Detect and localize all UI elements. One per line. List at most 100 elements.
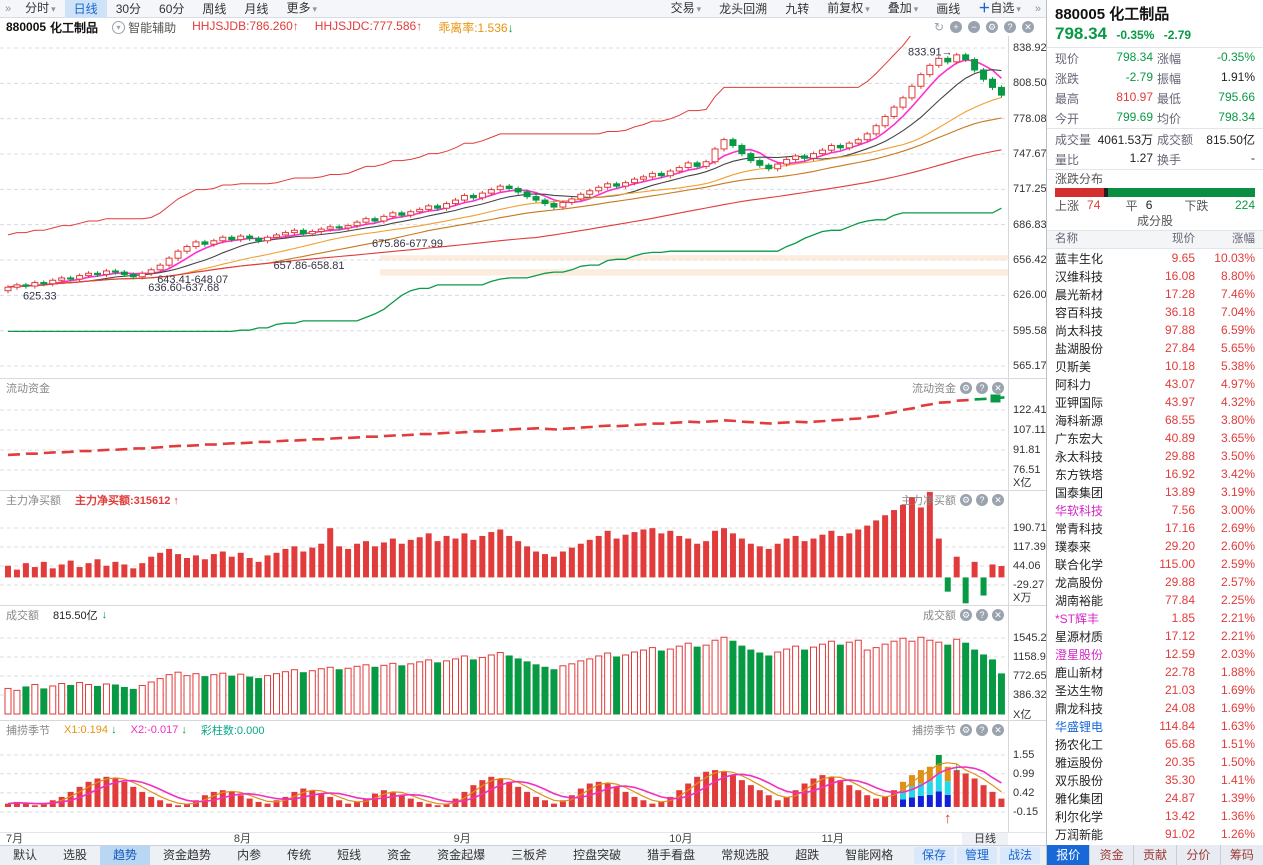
constituent-row[interactable]: 圣达生物 21.03 1.69% (1047, 681, 1263, 699)
strategy-tab-智能网格[interactable]: 智能网格 (845, 848, 894, 862)
strategy-tab-资金趋势[interactable]: 资金趋势 (163, 848, 212, 862)
strategy-tab-常规选股[interactable]: 常规选股 (721, 848, 770, 862)
constituent-row[interactable]: 容百科技 36.18 7.04% (1047, 303, 1263, 321)
strategy-tab-超跌[interactable]: 超跌 (795, 848, 820, 862)
战法-button[interactable]: 战法 (999, 847, 1040, 864)
constituent-row[interactable]: 常青科技 17.16 2.69% (1047, 519, 1263, 537)
help-icon[interactable]: ? (976, 609, 988, 621)
constituent-row[interactable]: 利尔化学 13.42 1.36% (1047, 807, 1263, 825)
help-icon[interactable]: ? (1004, 21, 1016, 33)
constituent-row[interactable]: 阿科力 43.07 4.97% (1047, 375, 1263, 393)
constituent-row[interactable]: 鼎龙科技 24.08 1.69% (1047, 699, 1263, 717)
smart-assist-dropdown[interactable]: ▾ 智能辅助 (112, 19, 176, 36)
minus-icon[interactable]: − (968, 21, 980, 33)
strategy-tab-资金起爆[interactable]: 资金起爆 (437, 848, 486, 862)
constituent-row[interactable]: 万润新能 91.02 1.26% (1047, 825, 1263, 843)
season-chart-canvas[interactable]: ↑↓ (0, 720, 1008, 832)
period-tab-更多[interactable]: 更多 ▾ (286, 1, 317, 15)
help-icon[interactable]: ? (976, 724, 988, 736)
constituent-row[interactable]: 华软科技 7.56 3.00% (1047, 501, 1263, 519)
tool-tab-九转[interactable]: 九转 (785, 1, 810, 16)
constituent-row[interactable]: 蓝丰生化 9.65 10.03% (1047, 249, 1263, 267)
strategy-tab-传统[interactable]: 传统 (287, 848, 312, 862)
period-label[interactable]: 日线 (962, 833, 1008, 846)
quote-tab-资金[interactable]: 资金 (1089, 845, 1133, 865)
help-icon[interactable]: ? (976, 494, 988, 506)
constituent-row[interactable]: 雅化集团 24.87 1.39% (1047, 789, 1263, 807)
gear-icon[interactable]: ⚙ (960, 382, 972, 394)
strategy-tab-默认[interactable]: 默认 (13, 848, 38, 862)
gear-icon[interactable]: ⚙ (986, 21, 998, 33)
constituent-row[interactable]: 尚太科技 97.88 6.59% (1047, 321, 1263, 339)
strategy-tab-短线[interactable]: 短线 (337, 848, 362, 862)
constituent-row[interactable]: 永太科技 29.88 3.50% (1047, 447, 1263, 465)
plus-icon[interactable]: + (950, 21, 962, 33)
constituent-row[interactable]: 扬农化工 65.68 1.51% (1047, 735, 1263, 753)
constituents-title: 成分股 (1047, 213, 1263, 231)
close-icon[interactable]: ✕ (1022, 21, 1034, 33)
gear-icon[interactable]: ⚙ (960, 609, 972, 621)
constituent-row[interactable]: 华盛锂电 114.84 1.63% (1047, 717, 1263, 735)
strategy-tab-选股[interactable]: 选股 (63, 848, 88, 862)
quote-tab-分价[interactable]: 分价 (1176, 845, 1220, 865)
strategy-tab-猎手看盘[interactable]: 猎手看盘 (647, 848, 696, 862)
period-tab-分时[interactable]: 分时 ▾ (25, 1, 56, 15)
strategy-tab-资金[interactable]: 资金 (387, 848, 412, 862)
period-tab-30分[interactable]: 30分 (115, 1, 142, 16)
strategy-tab-三板斧[interactable]: 三板斧 (511, 848, 548, 862)
constituent-row[interactable]: 澄星股份 12.59 2.03% (1047, 645, 1263, 663)
constituent-row[interactable]: 鹿山新材 22.78 1.88% (1047, 663, 1263, 681)
period-tab-日线[interactable]: 日线 (64, 0, 107, 18)
constituent-row[interactable]: 晨光新材 17.28 7.46% (1047, 285, 1263, 303)
strategy-tab-控盘突破[interactable]: 控盘突破 (573, 848, 622, 862)
flow-chart-canvas[interactable] (0, 378, 1008, 490)
constituent-row[interactable]: 贝斯美 10.18 5.38% (1047, 357, 1263, 375)
constituent-row[interactable]: 海科新源 68.55 3.80% (1047, 411, 1263, 429)
overflow-left-icon[interactable]: » (5, 2, 12, 15)
constituent-row[interactable]: 东方铁塔 16.92 3.42% (1047, 465, 1263, 483)
保存-button[interactable]: 保存 (913, 847, 954, 864)
vol-chart-canvas[interactable] (0, 605, 1008, 720)
constituent-row[interactable]: 广东宏大 40.89 3.65% (1047, 429, 1263, 447)
constituent-row[interactable]: 汉维科技 16.08 8.80% (1047, 267, 1263, 285)
svg-text:833.91→: 833.91→ (908, 46, 953, 58)
strategy-tab-内参[interactable]: 内参 (237, 848, 262, 862)
constituent-row[interactable]: *ST辉丰 1.85 2.21% (1047, 609, 1263, 627)
tool-tab-画线[interactable]: 画线 (936, 1, 961, 16)
close-icon[interactable]: ✕ (992, 382, 1004, 394)
net-chart-canvas[interactable] (0, 490, 1008, 605)
constituent-row[interactable]: 龙高股份 29.88 2.57% (1047, 573, 1263, 591)
gear-icon[interactable]: ⚙ (960, 494, 972, 506)
constituent-row[interactable]: 盐湖股份 27.84 5.65% (1047, 339, 1263, 357)
tool-tab-前复权[interactable]: 前复权 ▾ (827, 1, 870, 15)
constituent-row[interactable]: 星源材质 17.12 2.21% (1047, 627, 1263, 645)
constituent-row[interactable]: 国泰集团 13.89 3.19% (1047, 483, 1263, 501)
quote-tab-贡献[interactable]: 贡献 (1132, 845, 1177, 865)
constituent-row[interactable]: 雅运股份 20.35 1.50% (1047, 753, 1263, 771)
period-tab-周线[interactable]: 周线 (202, 1, 227, 16)
管理-button[interactable]: 管理 (956, 847, 997, 864)
stock-name: *ST辉丰 (1055, 611, 1100, 626)
constituent-row[interactable]: 湖南裕能 77.84 2.25% (1047, 591, 1263, 609)
period-tab-60分[interactable]: 60分 (159, 1, 185, 16)
close-icon[interactable]: ✕ (992, 609, 1004, 621)
close-icon[interactable]: ✕ (992, 724, 1004, 736)
tool-tab-交易[interactable]: 交易 ▾ (670, 1, 702, 15)
period-tab-月线[interactable]: 月线 (244, 1, 269, 16)
gear-icon[interactable]: ⚙ (960, 724, 972, 736)
overflow-right-icon[interactable]: » (1034, 2, 1041, 15)
constituent-row[interactable]: 璞泰来 29.20 2.60% (1047, 537, 1263, 555)
tool-tab-叠加[interactable]: 叠加 ▾ (887, 1, 919, 15)
tool-tab-自选[interactable]: ＋自选 ▾ (978, 1, 1021, 15)
close-icon[interactable]: ✕ (992, 494, 1004, 506)
constituent-row[interactable]: 亚钾国际 43.97 4.32% (1047, 393, 1263, 411)
constituent-row[interactable]: 双乐股份 35.30 1.41% (1047, 771, 1263, 789)
tool-tab-龙头回溯[interactable]: 龙头回溯 (719, 1, 768, 16)
help-icon[interactable]: ? (976, 382, 988, 394)
refresh-icon[interactable]: ↻ (933, 20, 944, 34)
quote-tab-筹码[interactable]: 筹码 (1219, 845, 1263, 865)
strategy-tab-趋势[interactable]: 趋势 (100, 846, 151, 865)
quote-tab-报价[interactable]: 报价 (1047, 845, 1090, 865)
constituent-row[interactable]: 联合化学 115.00 2.59% (1047, 555, 1263, 573)
